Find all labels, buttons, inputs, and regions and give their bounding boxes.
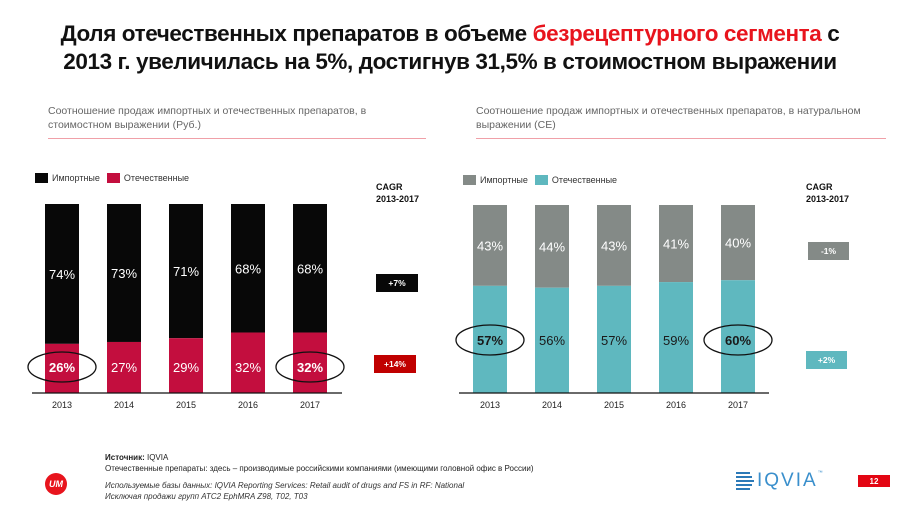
label-imported-2016: 68% <box>235 261 261 276</box>
slide-title: Доля отечественных препаратов в объеме б… <box>0 20 900 76</box>
label-domestic-2013: 57% <box>477 333 503 348</box>
left-cagr-imported: +7% <box>376 274 418 292</box>
bar-imported-2014 <box>535 205 569 288</box>
bar-domestic-2014 <box>107 341 141 393</box>
bar-imported-2015 <box>597 205 631 286</box>
label-domestic-2016: 32% <box>235 360 261 375</box>
footnote-databases: Используемые базы данных: IQVIA Reportin… <box>105 481 465 490</box>
bar-domestic-2014 <box>535 287 569 393</box>
bar-domestic-2015 <box>597 285 631 393</box>
legend-swatch-imported <box>463 175 476 185</box>
highlight-ellipse-2013 <box>455 324 525 356</box>
label-imported-2013: 74% <box>49 267 75 282</box>
bar-imported-2016 <box>659 205 693 283</box>
right-cagr-domestic: +2% <box>806 351 847 369</box>
bar-imported-2014 <box>107 204 141 342</box>
iqvia-trademark: ™ <box>817 470 823 476</box>
bar-domestic-2013 <box>473 285 507 393</box>
right-chart: 43% 57% 2013 44% 56% 2014 43% 57% 2015 41% 59% 2016… <box>455 205 773 410</box>
left-chart: 74% 26% 2013 73% 27% 2014 71% 29% 2015 68% 32% 2016… <box>27 204 345 410</box>
bar-domestic-2015 <box>169 338 203 393</box>
iqvia-lines-icon <box>736 472 754 490</box>
title-line-2: 2013 г. увеличилась на 5%, достигнув 31,… <box>63 49 837 74</box>
x-tick-2016: 2016 <box>238 400 258 410</box>
label-imported-2016: 41% <box>663 237 689 252</box>
label-imported-2017: 40% <box>725 236 751 251</box>
label-domestic-2017: 60% <box>725 333 751 348</box>
label-domestic-2017: 32% <box>297 360 323 375</box>
bar-imported-2017 <box>293 204 327 333</box>
cagr-period: 2013-2017 <box>376 194 420 204</box>
label-imported-2013: 43% <box>477 238 503 253</box>
label-imported-2017: 68% <box>297 261 323 276</box>
legend-label-domestic: Отечественные <box>123 173 190 183</box>
x-tick-2017: 2017 <box>300 400 320 410</box>
left-chart-legend: Импортные Отечественные <box>35 173 196 183</box>
x-tick-2015: 2015 <box>176 400 196 410</box>
cagr-label: CAGR <box>376 182 403 192</box>
bar-imported-2016 <box>231 204 265 333</box>
legend-label-imported: Импортные <box>480 175 528 185</box>
footer-notes: Источник: IQVIA Отечественные препараты:… <box>105 452 534 502</box>
title-highlight: безрецептурного сегмента <box>532 21 822 46</box>
label-domestic-2014: 56% <box>539 333 565 348</box>
x-tick-2017: 2017 <box>728 400 748 410</box>
title-line-1: Доля отечественных препаратов в объеме б… <box>0 20 900 48</box>
label-domestic-2014: 27% <box>111 360 137 375</box>
legend-swatch-imported <box>35 173 48 183</box>
highlight-ellipse-2013 <box>27 351 97 383</box>
label-imported-2014: 44% <box>539 239 565 254</box>
label-imported-2015: 43% <box>601 238 627 253</box>
highlight-ellipse-2017 <box>703 324 773 356</box>
footnote-exclusions: Исключая продажи групп ATC2 EphMRA Z98, … <box>105 492 308 501</box>
bar-imported-2013 <box>473 205 507 286</box>
title-text-end: с <box>821 21 840 46</box>
iqvia-logo: IQVIA ™ <box>736 470 823 492</box>
x-tick-2014: 2014 <box>114 400 134 410</box>
bar-domestic-2017 <box>293 332 327 393</box>
left-cagr-heading: CAGR 2013-2017 <box>376 181 419 205</box>
legend-swatch-domestic <box>106 173 120 183</box>
bar-domestic-2016 <box>231 332 265 393</box>
x-tick-2013: 2013 <box>52 400 72 410</box>
bar-domestic-2017 <box>721 280 755 393</box>
iqvia-wordmark: IQVIA <box>757 470 818 491</box>
page-number: 12 <box>858 475 890 487</box>
label-domestic-2015: 57% <box>601 333 627 348</box>
label-domestic-2016: 59% <box>663 333 689 348</box>
bar-imported-2015 <box>169 204 203 339</box>
bar-imported-2013 <box>45 204 79 344</box>
left-chart-subtitle: Соотношение продаж импортных и отечестве… <box>48 104 426 139</box>
bar-imported-2017 <box>721 205 755 281</box>
bar-domestic-2016 <box>659 282 693 393</box>
left-cagr-domestic: +14% <box>374 355 416 373</box>
x-tick-2016: 2016 <box>666 400 686 410</box>
label-imported-2014: 73% <box>111 266 137 281</box>
legend-swatch-domestic <box>534 175 548 185</box>
cagr-period: 2013-2017 <box>806 194 850 204</box>
legend-label-imported: Импортные <box>52 173 100 183</box>
right-cagr-heading: CAGR 2013-2017 <box>806 181 849 205</box>
highlight-ellipse-2017 <box>275 351 345 383</box>
title-text: Доля отечественных препаратов в объеме <box>60 21 533 46</box>
label-domestic-2013: 26% <box>49 360 75 375</box>
cagr-label: CAGR <box>806 182 833 192</box>
source-label: Источник: <box>105 453 145 462</box>
legend-label-domestic: Отечественные <box>551 175 618 185</box>
um-logo: UM <box>45 473 67 495</box>
x-tick-2014: 2014 <box>542 400 562 410</box>
footnote-domestic-definition: Отечественные препараты: здесь – произво… <box>105 464 534 473</box>
x-tick-2015: 2015 <box>604 400 624 410</box>
label-imported-2015: 71% <box>173 264 199 279</box>
right-cagr-imported: -1% <box>808 242 849 260</box>
label-domestic-2015: 29% <box>173 360 199 375</box>
right-chart-legend: Импортные Отечественные <box>463 175 624 185</box>
source-value: IQVIA <box>144 453 169 462</box>
x-tick-2013: 2013 <box>480 400 500 410</box>
source-line: Источник: IQVIA <box>105 452 534 463</box>
right-chart-subtitle: Соотношение продаж импортных и отечестве… <box>476 104 886 139</box>
